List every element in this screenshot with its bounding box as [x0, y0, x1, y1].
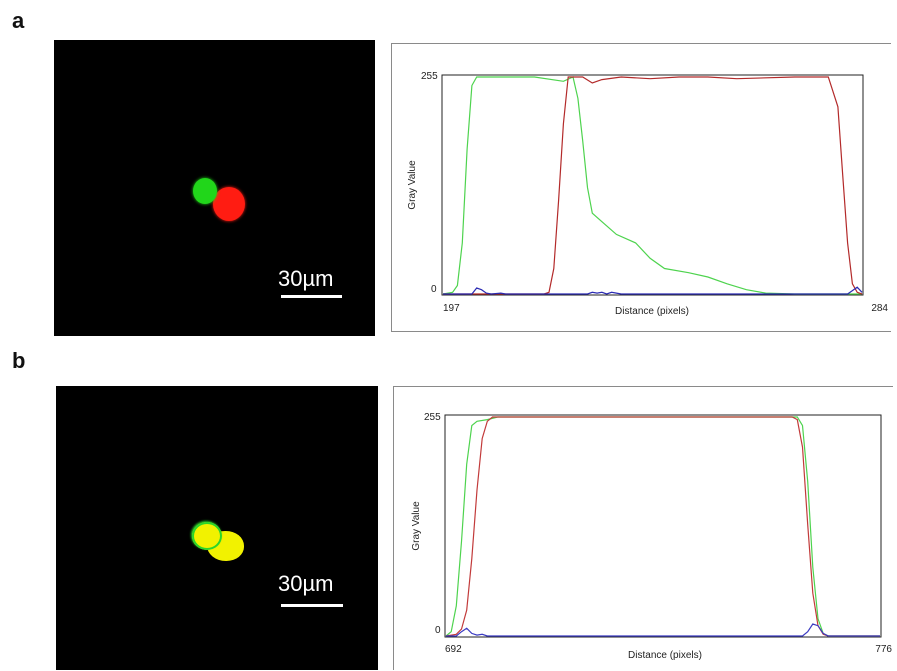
y-axis-label: Gray Value — [411, 501, 422, 551]
scale-bar-a — [281, 295, 342, 298]
scale-bar-label-b: 30µm — [278, 571, 334, 596]
series-group — [442, 76, 863, 295]
yellow-cell-left — [192, 522, 222, 550]
profile-series-3 — [443, 286, 863, 295]
profile-chart-a: Gray Value Distance (pixels) 255 0 197 2… — [391, 43, 891, 332]
panel-label-b: b — [12, 348, 26, 373]
y-tick-bottom: 0 — [435, 625, 441, 636]
x-tick-right: 284 — [871, 303, 888, 314]
x-tick-left: 197 — [443, 303, 460, 314]
scale-bar-b — [281, 604, 343, 607]
micrograph-b: 30µm — [56, 386, 378, 670]
y-tick-top: 255 — [421, 71, 438, 82]
y-tick-top: 255 — [424, 412, 441, 423]
panel-label-a: a — [12, 8, 25, 33]
x-tick-left: 692 — [445, 644, 462, 655]
y-axis-label: Gray Value — [407, 160, 418, 210]
x-axis-label: Distance (pixels) — [615, 306, 689, 317]
profile-series-3 — [446, 623, 880, 637]
red-cell — [213, 187, 245, 221]
scale-bar-label-a: 30µm — [278, 266, 334, 291]
x-axis-label: Distance (pixels) — [628, 650, 702, 661]
x-tick-right: 776 — [875, 644, 892, 655]
micrograph-a: 30µm — [54, 40, 375, 336]
profile-series-2 — [443, 76, 863, 295]
series-group — [445, 416, 880, 637]
profile-series-1 — [442, 76, 862, 295]
green-cell — [193, 178, 217, 204]
profile-chart-b: Gray Value Distance (pixels) 255 0 692 7… — [393, 386, 893, 670]
plot-area — [444, 414, 882, 638]
plot-area — [441, 74, 864, 296]
y-tick-bottom: 0 — [431, 284, 437, 295]
